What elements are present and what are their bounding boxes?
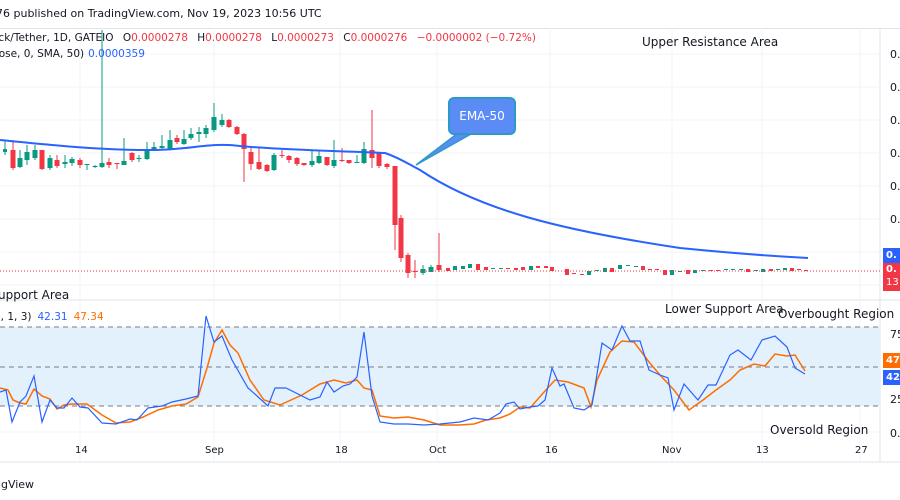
x-axis-label: 13 xyxy=(756,445,769,456)
price-axis-label: 0. xyxy=(890,48,900,61)
osc-axis-25: 25 xyxy=(890,393,900,406)
osc-axis-75: 75 xyxy=(890,328,900,341)
stoch-legend: 4, 1, 3) 42.31 47.34 xyxy=(0,311,104,323)
stoch-k-value: 42.31 xyxy=(37,311,68,323)
x-axis-label: 27 xyxy=(855,445,868,456)
lower-support-label: Lower Support Area xyxy=(665,302,784,316)
ema-50-line xyxy=(0,139,809,259)
x-axis-label: 16 xyxy=(545,445,558,456)
stoch-d-line xyxy=(0,328,806,426)
x-axis-label: 18 xyxy=(335,445,348,456)
publish-header xyxy=(0,0,900,29)
ema-price-badge: 0. xyxy=(883,248,900,263)
ema-50-callout: EMA-50 xyxy=(448,97,516,135)
symbol-name: ock/Tether, 1D, GATEIO xyxy=(0,32,114,44)
x-axis-label: 14 xyxy=(75,445,88,456)
symbol-legend: ock/Tether, 1D, GATEIO O0.0000278 H0.000… xyxy=(0,32,536,44)
price-axis-label: 0. xyxy=(890,81,900,94)
low-value: 0.0000273 xyxy=(277,32,334,44)
stoch-k-badge: 42 xyxy=(883,370,900,385)
ma-params: close, 0, SMA, 50) xyxy=(0,48,85,60)
publish-info: 76 published on TradingView.com, Nov 19,… xyxy=(0,7,322,20)
last-price-badge: 0. 13 xyxy=(883,263,900,291)
price-axis-label: 0. xyxy=(890,213,900,226)
stoch-params: 4, 1, 3) xyxy=(0,311,32,323)
support-area-label: upport Area xyxy=(0,288,70,302)
stoch-k-line xyxy=(0,315,806,426)
candles xyxy=(3,30,808,278)
tradingview-brand: ngView xyxy=(0,478,35,491)
close-value: 0.0000276 xyxy=(350,32,408,44)
price-axis-label: 0. xyxy=(890,147,900,160)
osc-axis-0: 0. xyxy=(890,427,900,440)
stoch-d-value: 47.34 xyxy=(73,311,104,323)
x-axis-label: Oct xyxy=(429,445,447,456)
ma-legend: close, 0, SMA, 50)0.0000359 xyxy=(0,48,145,60)
stoch-d-badge: 47 xyxy=(883,353,900,368)
high-value: 0.0000278 xyxy=(205,32,262,44)
open-value: 0.0000278 xyxy=(131,32,188,44)
x-axis-label: Nov xyxy=(662,445,682,456)
price-axis-label: 0. xyxy=(890,114,900,127)
change-value: −0.0000002 (−0.72%) xyxy=(416,32,536,44)
upper-resistance-label: Upper Resistance Area xyxy=(642,35,779,49)
overbought-label: Overbought Region xyxy=(778,307,895,321)
oversold-label: Oversold Region xyxy=(770,423,869,437)
price-axis-label: 0. xyxy=(890,180,900,193)
x-axis-label: Sep xyxy=(205,445,224,456)
ma-value: 0.0000359 xyxy=(88,48,145,60)
